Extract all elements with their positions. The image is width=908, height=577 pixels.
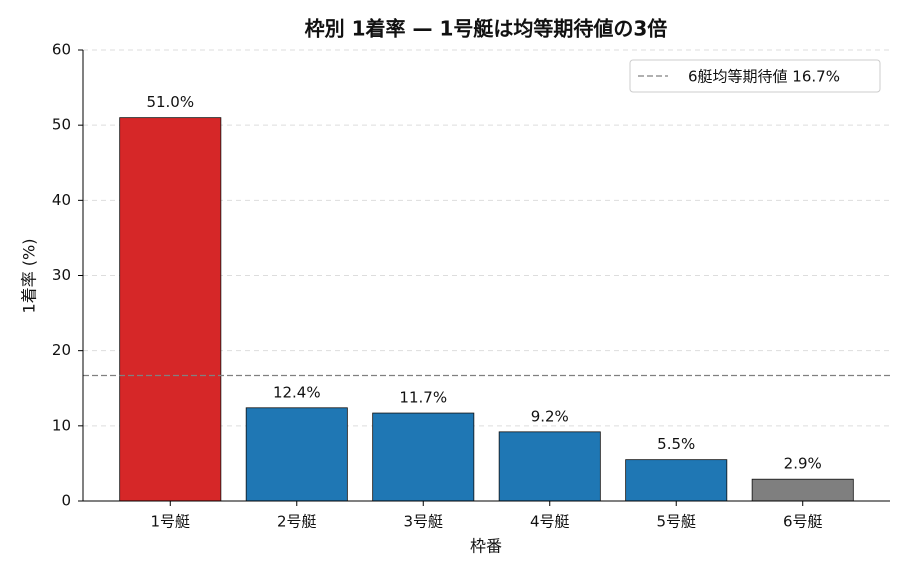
- chart-title: 枠別 1着率 — 1号艇は均等期待値の3倍: [305, 17, 668, 41]
- bar: [498, 431, 601, 502]
- x-tick-label: 2号艇: [277, 513, 317, 531]
- x-tick-label: 5号艇: [656, 513, 696, 531]
- y-tick-label: 40: [52, 191, 71, 209]
- bar: [625, 459, 728, 502]
- x-tick-label: 3号艇: [403, 513, 443, 531]
- y-tick-label: 30: [52, 266, 71, 284]
- value-label: 51.0%: [146, 93, 194, 111]
- y-tick-label: 50: [52, 116, 71, 134]
- x-tick-label: 4号艇: [530, 513, 570, 531]
- y-axis-label: 1着率 (%): [20, 239, 39, 314]
- bar: [372, 412, 475, 502]
- x-tick-label: 6号艇: [783, 513, 823, 531]
- x-tick-label: 1号艇: [151, 513, 191, 531]
- y-tick-label: 60: [52, 41, 71, 59]
- bar: [119, 117, 222, 502]
- value-label: 11.7%: [399, 389, 447, 407]
- value-label: 5.5%: [657, 435, 695, 453]
- value-label: 9.2%: [531, 407, 569, 425]
- y-tick-label: 0: [61, 492, 71, 510]
- legend-box: [629, 59, 881, 93]
- x-axis-label: 枠番: [470, 537, 502, 556]
- y-tick-label: 10: [52, 416, 71, 434]
- y-tick-label: 20: [52, 341, 71, 359]
- value-label: 12.4%: [273, 383, 321, 401]
- value-label: 2.9%: [784, 455, 822, 473]
- bar: [245, 407, 348, 502]
- legend-label: 6艇均等期待値 16.7%: [688, 68, 840, 86]
- bar: [751, 478, 854, 502]
